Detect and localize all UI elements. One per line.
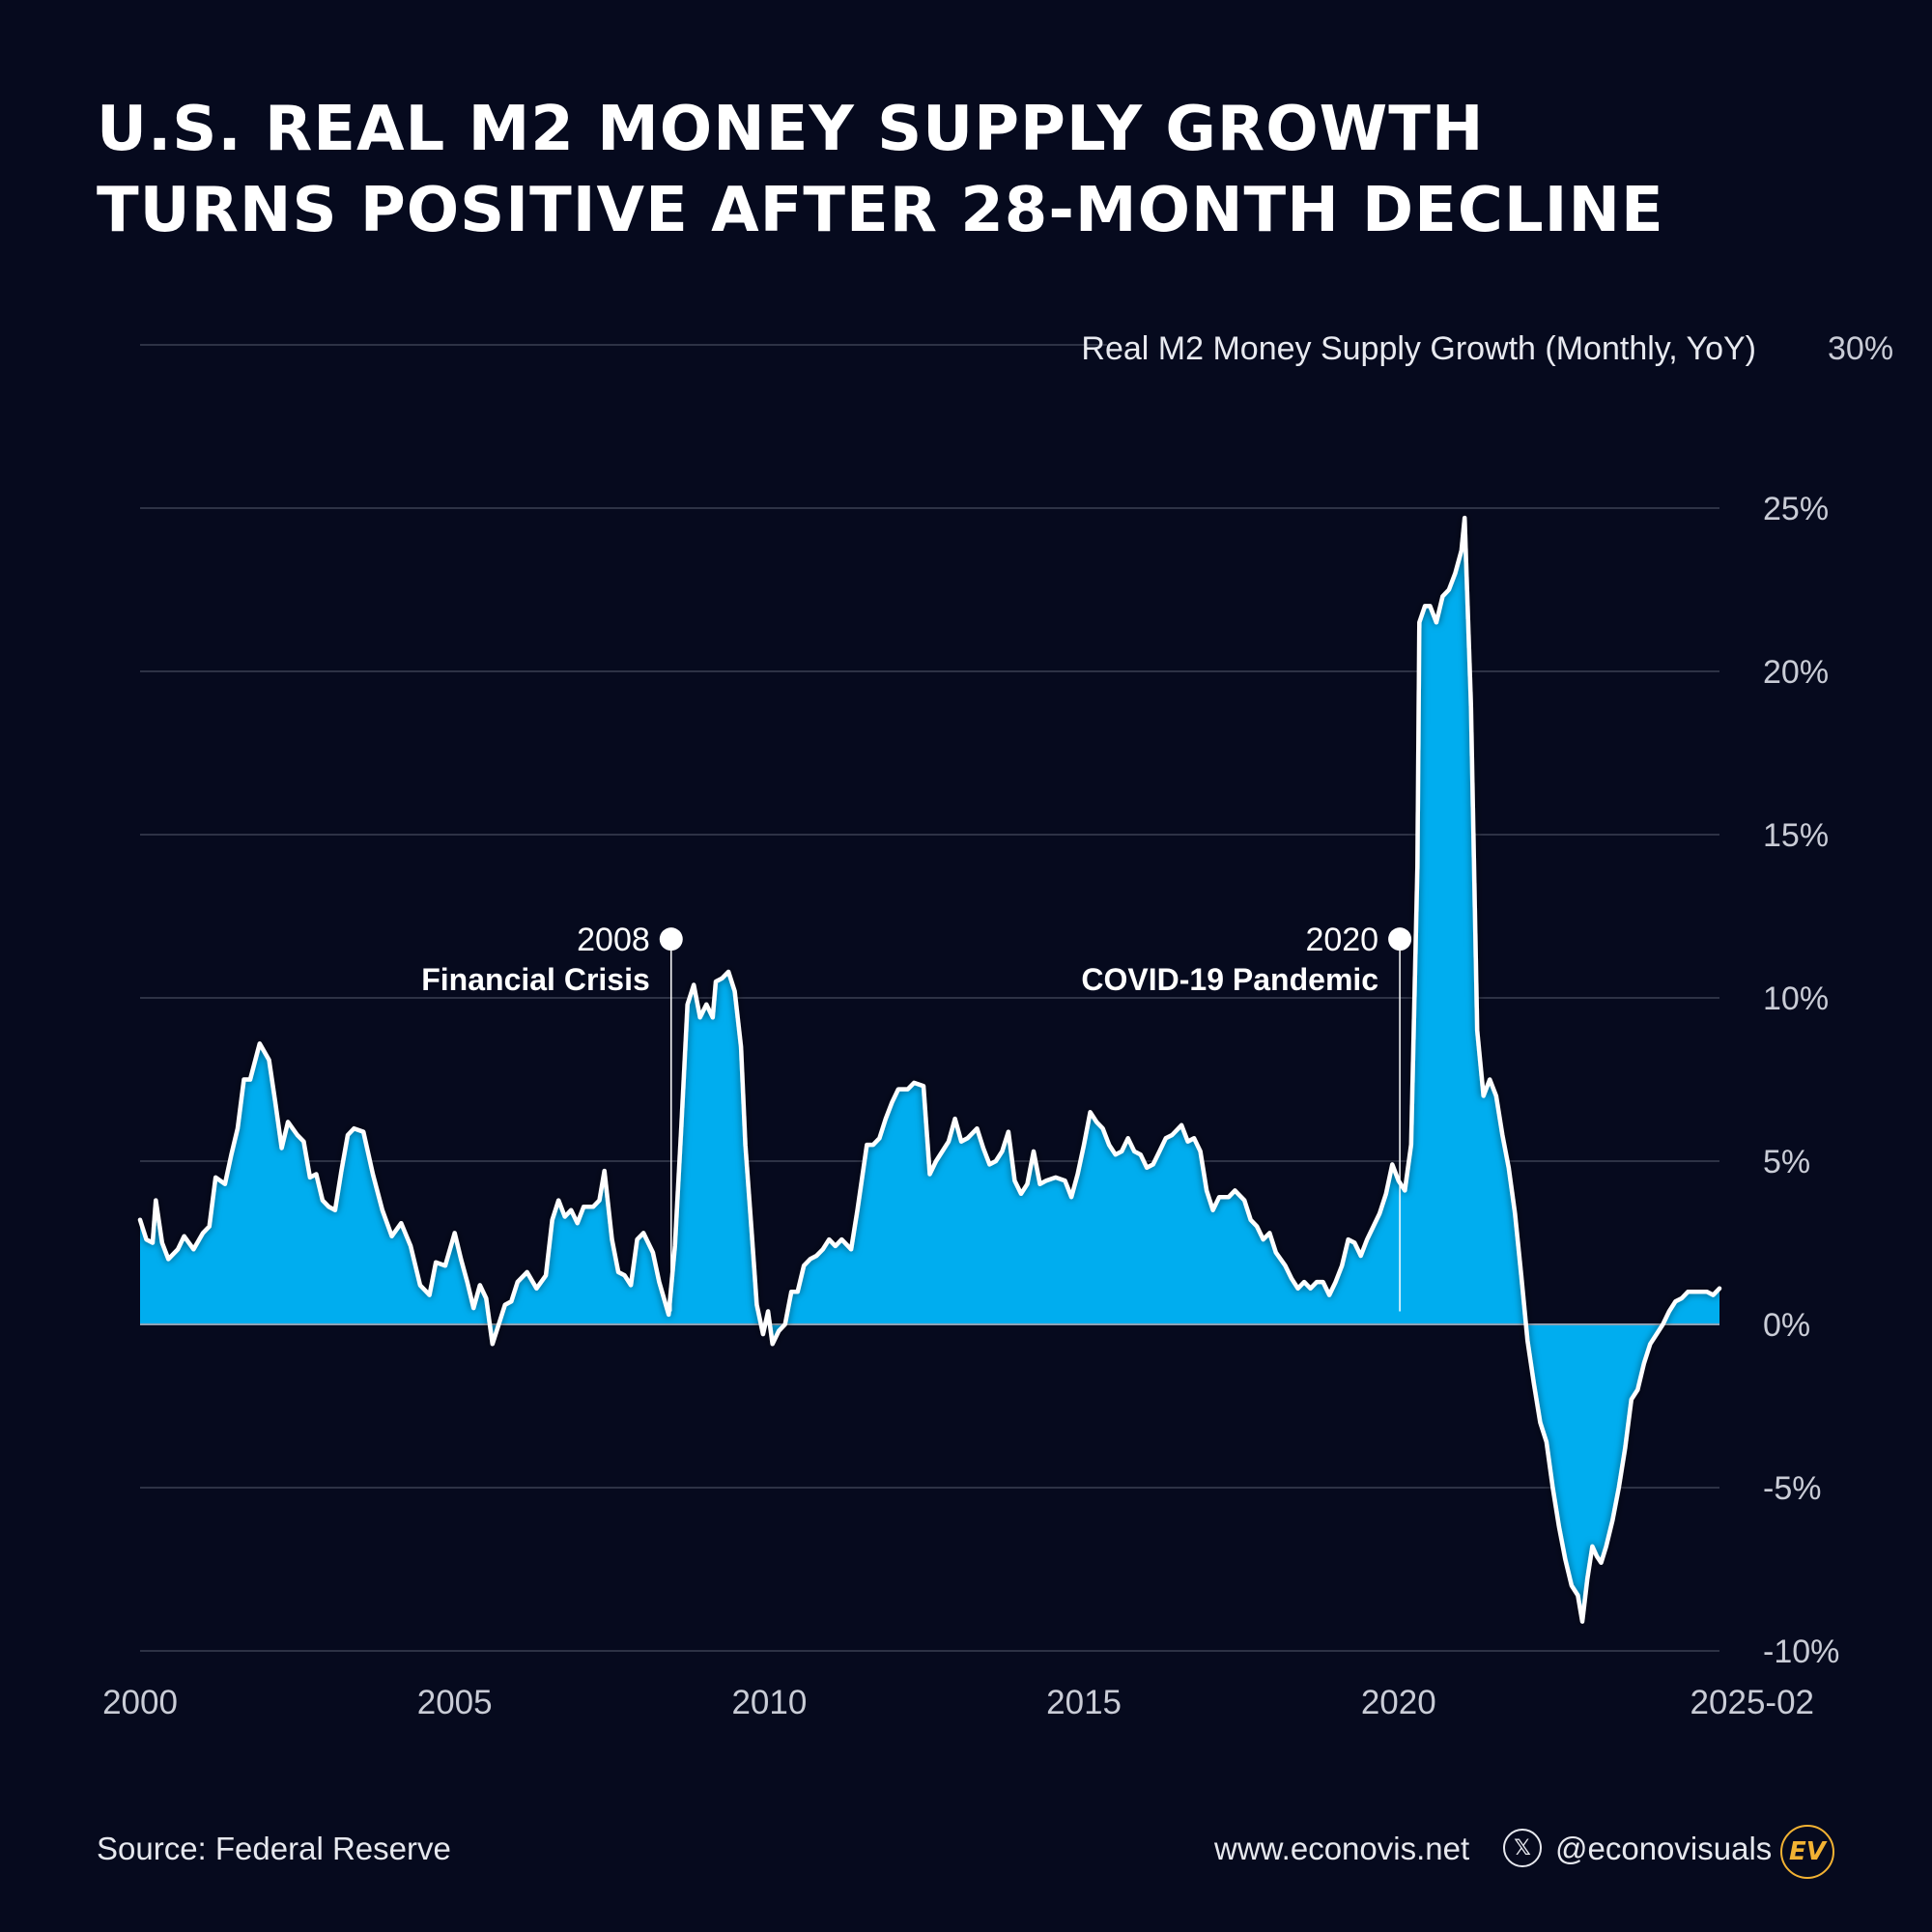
annotation-marker	[659, 927, 683, 952]
series-title: Real M2 Money Supply Growth (Monthly, Yo…	[1081, 330, 1756, 367]
y-tick-label: 0%	[1763, 1307, 1810, 1344]
annotation-year: 2008	[577, 922, 650, 958]
source-note: Source: Federal Reserve	[97, 1831, 451, 1866]
x-tick-label: 2020	[1361, 1684, 1436, 1721]
x-logo-icon[interactable]: 𝕏	[1503, 1829, 1542, 1867]
title-line-1: U.S. REAL M2 MONEY SUPPLY GROWTH	[97, 94, 1485, 165]
annotation-label: COVID-19 Pandemic	[1081, 962, 1378, 997]
chart-title: U.S. REAL M2 MONEY SUPPLY GROWTH TURNS P…	[97, 89, 1664, 251]
y-tick-label: 25%	[1763, 491, 1829, 527]
y-tick-label: 20%	[1763, 654, 1829, 691]
y-tick-label: 10%	[1763, 980, 1829, 1017]
x-tick-label: 2000	[102, 1684, 178, 1721]
title-line-2: TURNS POSITIVE AFTER 28-MONTH DECLINE	[97, 175, 1664, 246]
y-tick-label: -5%	[1763, 1470, 1821, 1507]
series-line	[137, 515, 1722, 1624]
annotation-year: 2020	[1305, 922, 1378, 958]
area-fill	[140, 518, 1719, 1622]
x-tick-label: 2010	[731, 1684, 807, 1721]
x-tick-label: 2005	[417, 1684, 493, 1721]
website-link[interactable]: www.econovis.net	[1214, 1831, 1470, 1866]
y-tick-label: 5%	[1763, 1144, 1810, 1180]
econovis-logo: EV	[1780, 1825, 1834, 1879]
y-tick-label: -10%	[1763, 1634, 1839, 1670]
social-handle[interactable]: @econovisuals	[1555, 1831, 1773, 1866]
x-tick-label: 2015	[1046, 1684, 1122, 1721]
y-tick-label: 15%	[1763, 817, 1829, 854]
annotation-marker	[1388, 927, 1412, 952]
x-tick-label: 2025-02	[1690, 1684, 1814, 1721]
y-tick-label: 30%	[1828, 330, 1893, 367]
annotation-label: Financial Crisis	[421, 962, 650, 997]
